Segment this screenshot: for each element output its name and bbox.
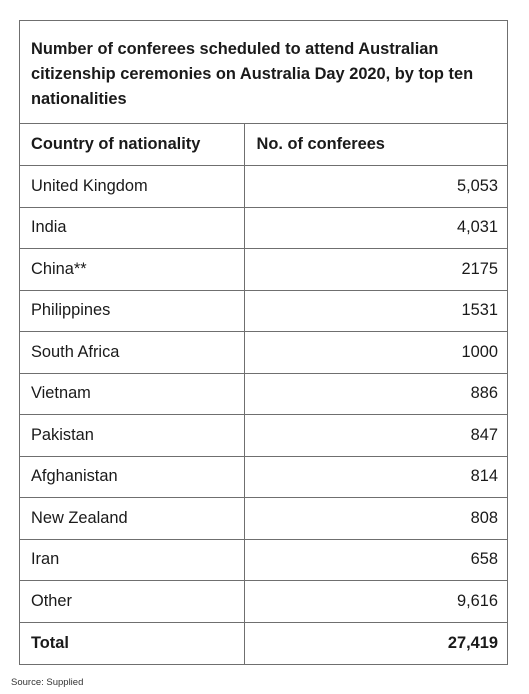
header-country: Country of nationality: [20, 124, 245, 166]
table-row: Other 9,616: [20, 580, 507, 623]
table-row: Iran 658: [20, 539, 507, 581]
country-cell: Iran: [20, 539, 245, 581]
table-row: United Kingdom 5,053: [20, 165, 507, 208]
total-row: Total 27,419: [20, 622, 507, 664]
count-cell: 4,031: [244, 207, 507, 249]
count-cell: 1531: [244, 290, 507, 332]
source-credit: Source: Supplied: [11, 677, 84, 688]
table-title: Number of conferees scheduled to attend …: [20, 21, 507, 124]
conferees-table: Number of conferees scheduled to attend …: [19, 20, 508, 665]
table-row: Philippines 1531: [20, 290, 507, 332]
count-cell: 808: [244, 497, 507, 540]
country-cell: United Kingdom: [20, 165, 245, 208]
count-cell: 814: [244, 456, 507, 498]
table-row: India 4,031: [20, 207, 507, 249]
country-cell: Pakistan: [20, 414, 245, 457]
country-cell: South Africa: [20, 331, 245, 374]
table-row: South Africa 1000: [20, 331, 507, 374]
count-cell: 886: [244, 373, 507, 415]
country-cell: Other: [20, 580, 245, 623]
country-cell: India: [20, 207, 245, 249]
table-row: China** 2175: [20, 248, 507, 291]
country-cell: Philippines: [20, 290, 245, 332]
country-cell: Vietnam: [20, 373, 245, 415]
table-row: Afghanistan 814: [20, 456, 507, 498]
total-label: Total: [20, 622, 245, 664]
count-cell: 658: [244, 539, 507, 581]
table-row: New Zealand 808: [20, 497, 507, 540]
total-count: 27,419: [447, 633, 498, 652]
data-table: Country of nationality No. of conferees …: [20, 124, 507, 664]
country-cell: New Zealand: [20, 497, 245, 540]
country-cell: China**: [20, 248, 245, 291]
count-cell: 9,616: [244, 580, 507, 623]
count-cell: 5,053: [244, 165, 507, 208]
header-conferees: No. of conferees: [244, 124, 507, 166]
count-cell: 2175: [244, 248, 507, 291]
table-row: Pakistan 847: [20, 414, 507, 457]
count-cell: 1000: [244, 331, 507, 374]
table-row: Vietnam 886: [20, 373, 507, 415]
country-cell: Afghanistan: [20, 456, 245, 498]
header-row: Country of nationality No. of conferees: [20, 124, 507, 166]
count-cell: 847: [244, 414, 507, 457]
